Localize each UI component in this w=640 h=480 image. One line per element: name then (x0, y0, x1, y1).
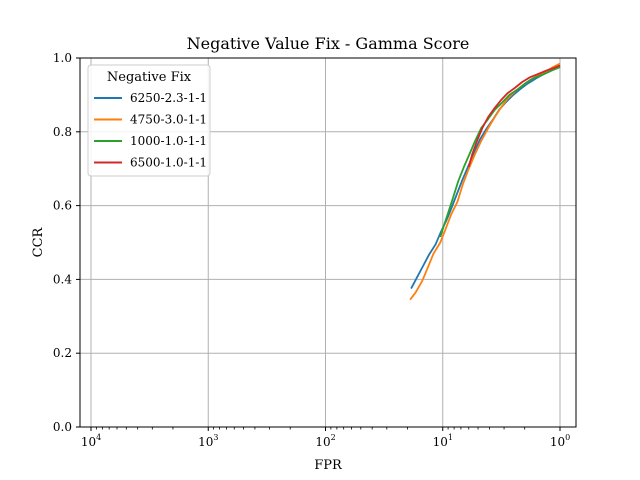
series-line (410, 65, 561, 290)
chart-title: Negative Value Fix - Gamma Score (187, 34, 470, 53)
y-tick-label: 0.2 (53, 346, 72, 360)
y-tick-label: 0.8 (53, 125, 72, 139)
y-tick-label: 1.0 (53, 51, 72, 65)
legend-entry-label: 4750-3.0-1-1 (130, 113, 207, 127)
x-tick-label: 103 (198, 433, 218, 449)
plot-frame (79, 57, 577, 428)
series-line (467, 64, 561, 168)
x-tick-label: 101 (433, 433, 453, 449)
x-tick-label: 104 (81, 433, 101, 449)
legend-box (87, 64, 211, 177)
axis-ticks: 104 103 102 101 100 0.0 0.2 0.4 0.6 0.8 1.0 (53, 51, 570, 449)
legend-title: Negative Fix (107, 70, 192, 85)
y-tick-label: 0.0 (53, 420, 72, 434)
y-tick-label: 0.4 (53, 272, 72, 286)
x-tick-label: 100 (550, 433, 570, 449)
y-tick-label: 0.6 (53, 199, 72, 213)
x-axis-label: FPR (314, 458, 343, 473)
legend-entry-label: 6250-2.3-1-1 (130, 91, 207, 105)
x-tick-label: 102 (315, 433, 335, 449)
series-lines (409, 62, 561, 301)
legend-entry-label: 6500-1.0-1-1 (130, 156, 207, 170)
y-axis-label: CCR (31, 226, 46, 257)
legend-entry-label: 1000-1.0-1-1 (130, 134, 207, 148)
legend: Negative Fix 6250-2.3-1-1 4750-3.0-1-1 1000… (87, 64, 211, 177)
